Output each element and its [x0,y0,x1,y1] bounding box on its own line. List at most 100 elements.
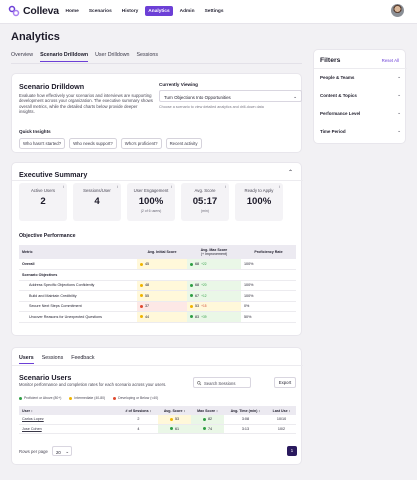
col-metric: Metric [19,245,137,259]
users-table: User ↕ # of Sessions ↕ Avg. Score ↕ Max … [19,406,296,434]
initial-value: 45 [145,262,150,266]
info-icon[interactable]: i [279,185,280,189]
col-avg-max-label: Avg. Max Score [200,248,228,252]
reset-all-button[interactable]: Reset All [381,58,399,63]
subtab-feedback[interactable]: Feedback [71,355,95,361]
legend-label: Intermediate (40-80) [74,396,106,400]
table-row: Uncover Reasons for Unexpected Questions… [19,311,296,323]
info-icon[interactable]: i [225,185,226,189]
chip-recent-activity[interactable]: Recent activity [165,138,202,149]
brand-logo[interactable]: Colleva [8,5,59,17]
sort-icon: ↕ [258,408,261,413]
kpi-ready-to-apply: i Ready to Apply 100% [235,183,283,221]
drilldown-description: Evaluate how effectively your scenarios … [19,93,153,115]
nav-analytics[interactable]: Analytics [144,6,174,16]
rate-value: 50% [241,311,296,323]
chip-not-started[interactable]: Who hasn't started? [19,138,66,149]
executive-summary-card: Executive Summary ⌃ i Active Users 2 i S… [11,162,303,336]
max-value: 53 [195,304,200,309]
initial-value: 44 [145,314,150,319]
executive-summary-title: Executive Summary [19,170,88,179]
page-button[interactable]: 1 [287,446,297,456]
kpi-value: 4 [94,196,100,207]
scenario-select-value: Turn Objections Into Opportunities [164,94,231,100]
tab-overview[interactable]: Overview [11,52,34,58]
info-icon[interactable]: i [171,185,172,189]
search-icon [197,381,202,386]
max-value: 68 [195,262,200,266]
col-sessions[interactable]: # of Sessions ↕ [119,406,158,415]
info-icon[interactable]: i [63,185,64,189]
col-last-use[interactable]: Last Use ↕ [267,406,296,415]
tab-user-drilldown[interactable]: User Drilldown [95,52,130,58]
legend-label: Proficient or Above (80+) [24,396,62,400]
filter-label: Time Period [320,129,346,134]
drilldown-card: Scenario Drilldown Evaluate how effectiv… [11,73,302,153]
tab-scenario-drilldown[interactable]: Scenario Drilldown [40,52,89,62]
filter-content-topics[interactable]: Content & Topics ⌄ [314,87,407,105]
max-cell: 68 +20 [187,280,241,291]
user-link[interactable]: Carlos Lopez [19,415,119,425]
table-row[interactable]: Carlos Lopez 2 53 82 3:08 10/10 [19,415,296,425]
max-value: 82 [207,417,213,422]
col-max-score[interactable]: Max Score ↕ [191,406,224,415]
export-button[interactable]: Export [274,377,296,388]
chevron-down-icon: ⌄ [65,448,69,454]
divider [314,68,407,69]
filter-people-teams[interactable]: People & Teams ⌄ [314,69,407,87]
chevron-down-icon: ⌄ [293,94,297,99]
chip-needs-support[interactable]: Who needs support? [69,138,117,149]
table-row: Build and Maintain Credibility 55 67 +12 … [19,290,296,302]
drilldown-title: Scenario Drilldown [19,82,85,91]
col-avg-time[interactable]: Avg. Time (min) ↕ [223,406,268,415]
filter-time-period[interactable]: Time Period ⌄ [314,123,407,141]
chip-proficient[interactable]: Who's proficient? [120,138,162,149]
rate-value: 100% [241,259,296,270]
filter-label: People & Teams [320,75,355,80]
kpi-value: 100% [138,196,164,207]
nav-home[interactable]: Home [65,8,79,14]
nav-settings[interactable]: Settings [204,8,224,14]
user-link[interactable]: Jose Cohen [19,424,119,434]
subtab-users[interactable]: Users [19,355,34,364]
search-input[interactable]: Search Sessions [193,377,251,388]
row-label: Address Specific Objections Confidently [19,280,137,291]
last-use-value: 10/10 [267,415,296,425]
initial-cell: 55 [137,290,187,302]
max-cell: 82 [191,415,224,425]
row-label: Uncover Reasons for Unexpected Questions [19,311,137,323]
legend-intermediate: Intermediate (40-80) [69,396,105,400]
kpi-label: Active Users [30,188,56,193]
tab-sessions[interactable]: Sessions [136,52,159,58]
divider [12,365,303,366]
avatar[interactable] [391,4,404,17]
chevron-down-icon: ⌄ [397,128,401,133]
chevron-up-icon[interactable]: ⌃ [287,170,293,176]
subtab-sessions[interactable]: Sessions [41,355,64,361]
kpi-label: User Engagement [133,188,169,193]
col-avg-score[interactable]: Avg. Score ↕ [157,406,192,415]
table-row: Scenario Objectives [19,269,296,281]
table-row[interactable]: Jose Cohen 4 61 74 3:13 10/2 [19,424,296,434]
scenario-select[interactable]: Turn Objections Into Opportunities ⌄ [159,90,302,102]
kpi-user-engagement: i User Engagement 100% (2 of 6 users) [127,183,175,221]
sort-icon: ↕ [149,408,152,413]
kpi-label: Sessions/User [83,188,111,193]
nav-admin[interactable]: Admin [179,8,195,14]
page-title: Analytics [11,31,60,43]
quick-insights-label: Quick Insights [19,129,51,134]
divider [12,180,303,181]
rows-per-page-select[interactable]: 20 ⌄ [52,446,72,456]
kpi-label: Ready to Apply [244,188,274,193]
col-user[interactable]: User ↕ [19,406,119,415]
kpi-value: 2 [40,196,46,207]
nav-history[interactable]: History [121,8,139,14]
filter-performance-level[interactable]: Performance Level ⌄ [314,105,407,123]
delta-value: +39 [201,314,207,319]
table-row: Address Specific Objections Confidently … [19,280,296,291]
max-cell: 67 +12 [187,290,241,302]
col-avg-initial: Avg. Initial Score [137,245,187,259]
nav-scenarios[interactable]: Scenarios [88,8,112,14]
info-icon[interactable]: i [117,185,118,189]
initial-cell: 45 [137,259,187,270]
